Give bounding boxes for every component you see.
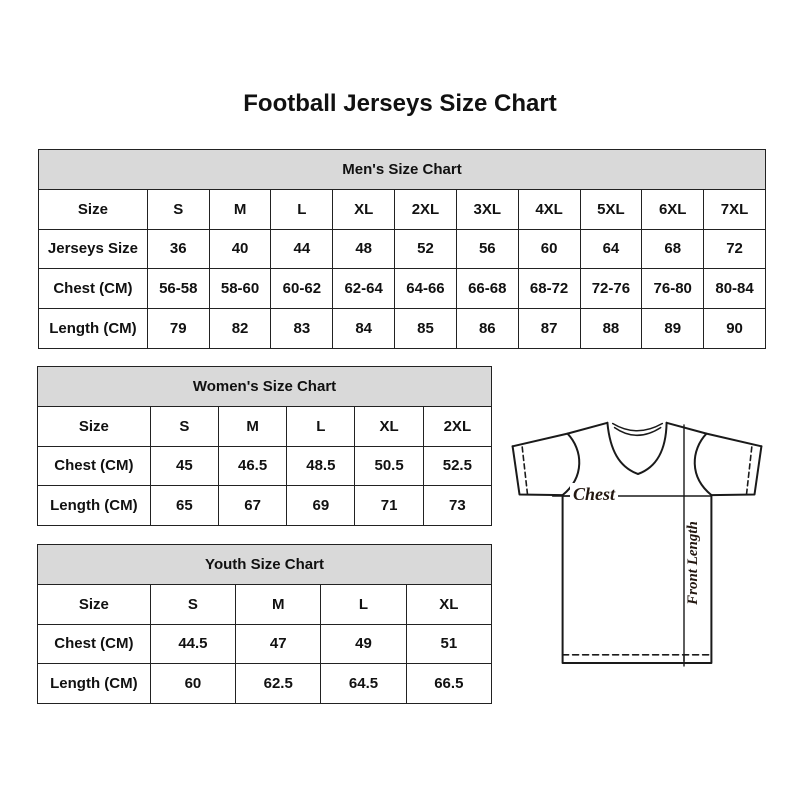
svg-text:Chest: Chest — [573, 484, 616, 504]
svg-text:Front Length: Front Length — [685, 521, 701, 606]
